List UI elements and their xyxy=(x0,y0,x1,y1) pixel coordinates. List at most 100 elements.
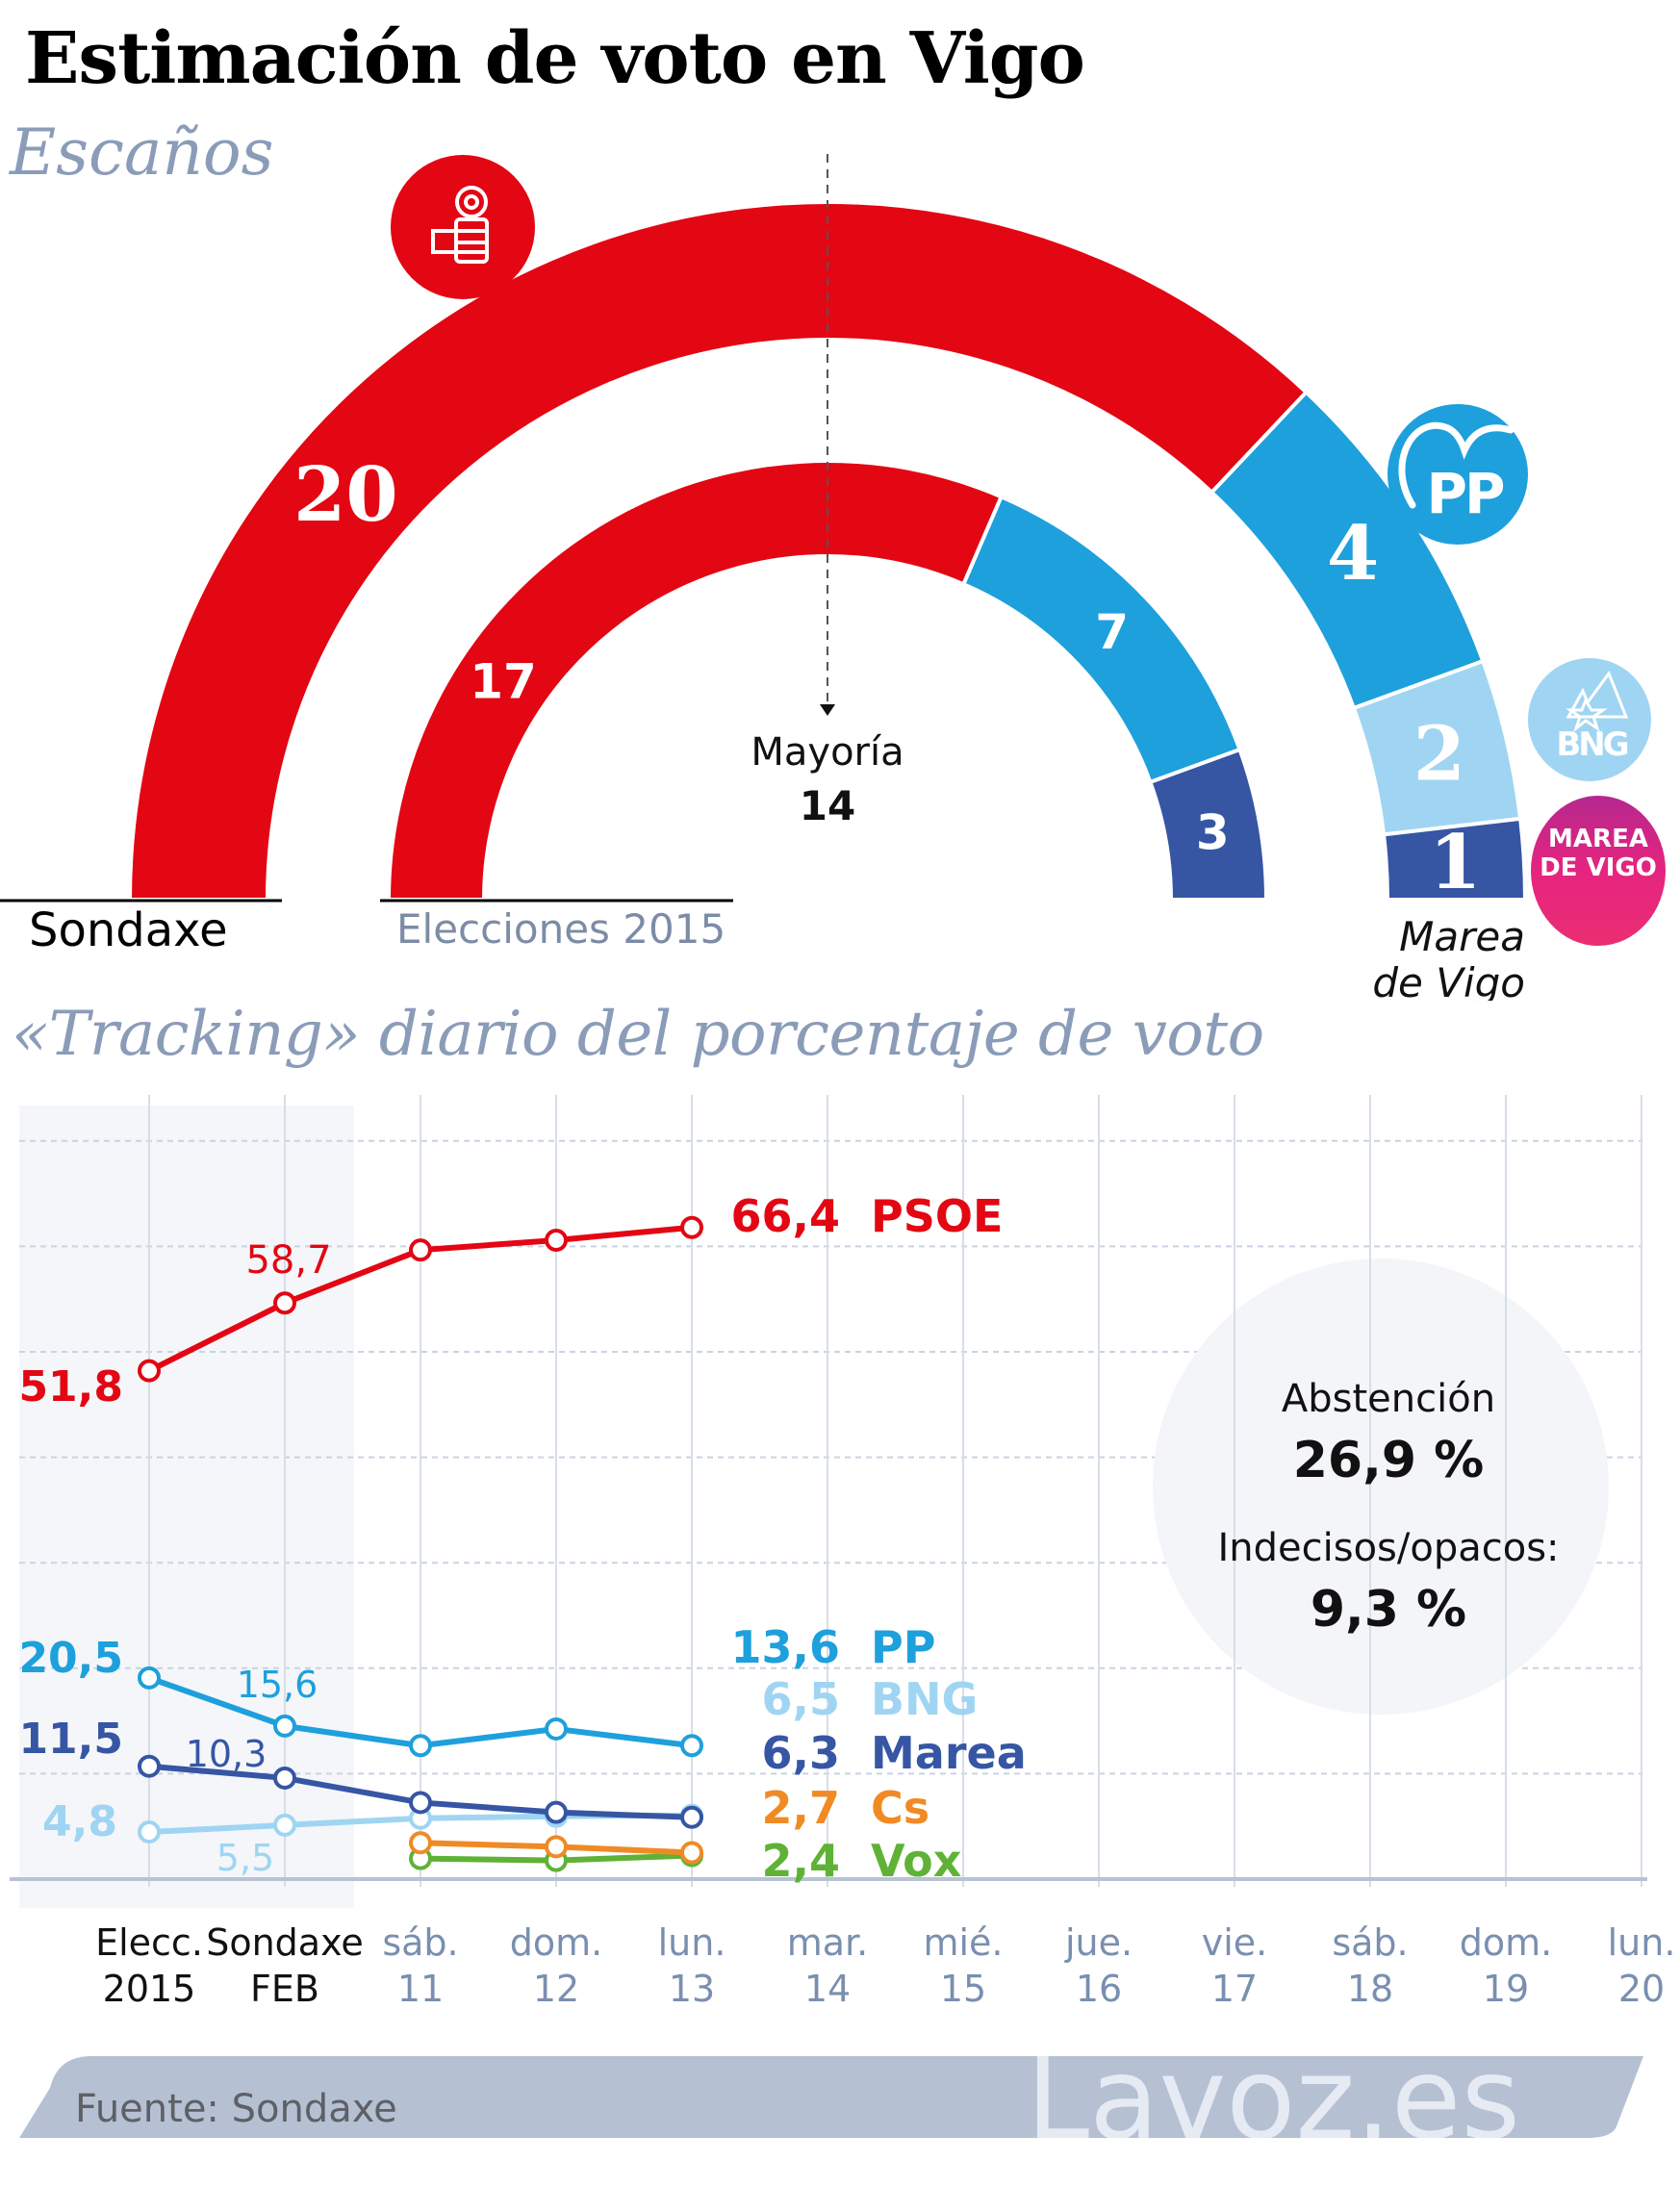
bng-star-icon xyxy=(1565,670,1629,733)
data-point-psoe xyxy=(273,1291,296,1315)
seat-count-label: 17 xyxy=(470,654,537,710)
ring-label-sondaxe: Sondaxe xyxy=(29,903,228,957)
end-value-psoe: 66,4 xyxy=(731,1190,841,1242)
bng-logo-circle xyxy=(1528,658,1651,781)
data-point-marea xyxy=(545,1800,568,1824)
seat-segment-psoe xyxy=(386,459,1005,902)
x-tick-label: lun. xyxy=(1608,1921,1676,1964)
data-point-marea xyxy=(409,1791,432,1815)
seat-count-label: 1 xyxy=(1429,819,1481,906)
marea-caption-line1: Marea xyxy=(1399,913,1525,960)
data-point-psoe xyxy=(680,1215,703,1239)
x-tick-label: 14 xyxy=(804,1968,851,2010)
undecided-value: 9,3 % xyxy=(1311,1581,1466,1639)
series-name-bng: BNG xyxy=(871,1673,978,1725)
x-tick-label: 17 xyxy=(1211,1968,1258,2010)
x-tick-label: Sondaxe xyxy=(206,1921,364,1964)
series-name-vox: Vox xyxy=(871,1835,961,1887)
x-tick-label: 15 xyxy=(940,1968,986,2010)
series-pp xyxy=(138,1666,703,1758)
marea-logo-circle xyxy=(1531,796,1666,946)
historic-band xyxy=(19,1106,354,1908)
abstention-bubble xyxy=(1153,1259,1609,1715)
pp-logo-circle xyxy=(1387,404,1528,545)
series-marea xyxy=(138,1754,703,1829)
data-label-psoe: 58,7 xyxy=(245,1238,331,1283)
seat-segment-marea-de-vigo xyxy=(1147,747,1269,902)
seat-segment-psoe xyxy=(127,200,1310,902)
marea-logo-text-2: DE VIGO xyxy=(1540,853,1657,882)
data-point-cs xyxy=(680,1841,703,1865)
data-point-marea xyxy=(138,1754,161,1778)
end-value-bng: 6,5 xyxy=(762,1673,841,1725)
data-point-pp xyxy=(409,1734,432,1758)
seats-parliament-chart: 20 4 2 1 17 7 3 Sondaxe Elecciones 2015 Mayoría 14… xyxy=(0,154,1666,1001)
majority-arrow-icon xyxy=(820,704,835,716)
x-tick-label: lun. xyxy=(658,1921,726,1964)
x-tick-label: 2015 xyxy=(103,1968,196,2010)
x-tick-label: 16 xyxy=(1076,1968,1122,2010)
seat-count-label: 4 xyxy=(1327,510,1379,598)
pp-logo: PP xyxy=(1387,404,1528,545)
end-value-marea: 6,3 xyxy=(762,1727,841,1779)
ring-sondaxe xyxy=(127,200,1528,902)
psoe-logo xyxy=(391,155,535,299)
seat-count-label: 2 xyxy=(1413,710,1465,798)
data-point-marea xyxy=(680,1805,703,1829)
data-point-marea xyxy=(273,1766,296,1790)
x-tick-label: vie. xyxy=(1202,1921,1268,1964)
majority-value: 14 xyxy=(800,782,855,829)
x-tick-label: sáb. xyxy=(382,1921,458,1964)
x-tick-label: sáb. xyxy=(1332,1921,1408,1964)
x-tick-label: 12 xyxy=(533,1968,579,2010)
pp-logo-text: PP xyxy=(1426,461,1504,526)
psoe-logo-circle xyxy=(391,155,535,299)
footer-bar xyxy=(19,2056,1643,2138)
data-label-pp: 20,5 xyxy=(18,1634,123,1683)
data-label-bng: 5,5 xyxy=(216,1837,274,1879)
x-tick-label: 19 xyxy=(1483,1968,1529,2010)
marea-caption-line2: de Vigo xyxy=(1372,959,1525,1001)
psoe-rose-fist-icon xyxy=(431,186,489,264)
x-tick-label: FEB xyxy=(250,1968,319,2010)
abstention-label: Abstención xyxy=(1282,1377,1495,1421)
seat-count-label: 3 xyxy=(1196,804,1230,860)
x-tick-label: dom. xyxy=(1460,1921,1552,1964)
data-point-psoe xyxy=(545,1228,568,1252)
bng-logo-text: BNG xyxy=(1556,725,1627,764)
series-psoe xyxy=(138,1215,703,1383)
x-tick-label: Elecc. xyxy=(95,1921,203,1964)
majority-label: Mayoría xyxy=(751,730,904,775)
seat-count-label: 20 xyxy=(293,451,398,539)
marea-logo-text-1: MAREA xyxy=(1548,825,1648,853)
data-point-pp xyxy=(545,1717,568,1741)
seat-segment-marea-de-vigo xyxy=(1381,816,1528,902)
data-point-cs xyxy=(409,1831,432,1855)
ring-elecciones-2015 xyxy=(386,459,1269,902)
data-point-bng xyxy=(273,1813,296,1837)
bng-logo: BNG xyxy=(1528,658,1651,781)
data-point-pp xyxy=(680,1734,703,1758)
x-tick-label: mar. xyxy=(787,1921,869,1964)
data-point-psoe xyxy=(138,1359,161,1383)
series-name-marea: Marea xyxy=(871,1727,1027,1779)
x-tick-label: 18 xyxy=(1347,1968,1393,2010)
series-name-psoe: PSOE xyxy=(871,1190,1003,1242)
x-tick-label: 20 xyxy=(1618,1968,1665,2010)
seats-heading: Escaños xyxy=(10,115,274,190)
x-tick-label: 13 xyxy=(669,1968,715,2010)
data-point-pp xyxy=(273,1714,296,1738)
x-tick-label: mié. xyxy=(923,1921,1003,1964)
data-point-pp xyxy=(138,1666,161,1690)
ring-label-elecciones-2015: Elecciones 2015 xyxy=(396,905,725,953)
x-tick-label: jue. xyxy=(1064,1921,1133,1964)
end-value-pp: 13,6 xyxy=(731,1621,841,1673)
data-label-bng: 4,8 xyxy=(42,1797,117,1846)
data-point-psoe xyxy=(409,1238,432,1262)
end-value-vox: 2,4 xyxy=(762,1835,841,1887)
data-label-psoe: 51,8 xyxy=(18,1362,123,1411)
data-point-cs xyxy=(545,1835,568,1859)
undecided-label: Indecisos/opacos: xyxy=(1217,1526,1559,1570)
